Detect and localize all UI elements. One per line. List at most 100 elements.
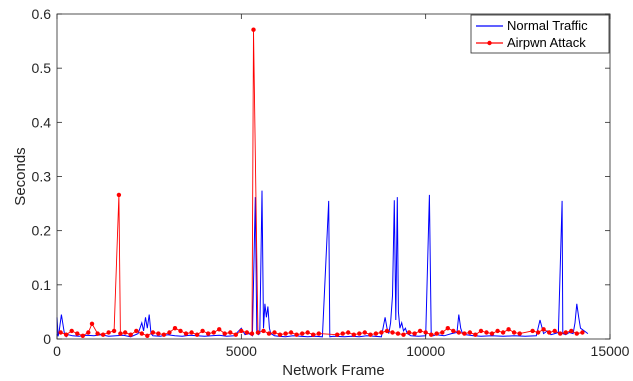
data-point bbox=[261, 328, 266, 334]
x-tick-label: 0 bbox=[53, 343, 61, 359]
data-point bbox=[69, 328, 74, 334]
data-point bbox=[150, 330, 156, 335]
y-tick-label: 0.1 bbox=[32, 277, 52, 293]
data-point bbox=[145, 333, 150, 338]
data-point bbox=[123, 330, 128, 335]
data-point bbox=[412, 331, 417, 336]
data-point bbox=[300, 331, 305, 336]
data-point bbox=[277, 332, 283, 337]
data-point bbox=[200, 328, 205, 334]
legend-marker-airpwn-attack bbox=[487, 40, 492, 46]
data-point bbox=[417, 328, 423, 334]
data-point bbox=[541, 327, 546, 332]
y-tick-label: 0.3 bbox=[32, 169, 52, 185]
data-point bbox=[161, 332, 167, 337]
data-point bbox=[500, 330, 506, 335]
data-point bbox=[373, 331, 379, 336]
data-point bbox=[172, 326, 178, 331]
data-point bbox=[206, 331, 211, 336]
data-point bbox=[390, 330, 395, 335]
data-point bbox=[95, 331, 100, 336]
data-point bbox=[183, 331, 189, 336]
data-point bbox=[139, 331, 144, 336]
data-point bbox=[434, 331, 439, 336]
y-tick-label: 0.6 bbox=[32, 6, 52, 22]
data-point bbox=[128, 332, 133, 337]
data-point bbox=[255, 330, 261, 335]
y-tick-label: 0.5 bbox=[32, 60, 52, 76]
data-point bbox=[239, 328, 244, 334]
x-tick-label: 10000 bbox=[406, 343, 445, 359]
data-point bbox=[316, 331, 321, 336]
data-point bbox=[249, 331, 255, 336]
data-point bbox=[335, 332, 340, 337]
data-point bbox=[80, 333, 86, 338]
x-tick-label: 5000 bbox=[226, 343, 257, 359]
data-point bbox=[368, 332, 373, 337]
data-point bbox=[563, 330, 568, 335]
data-point bbox=[401, 332, 406, 337]
data-point bbox=[266, 331, 272, 336]
legend: Normal Traffic Airpwn Attack bbox=[470, 14, 610, 54]
data-point bbox=[194, 332, 200, 337]
data-point bbox=[511, 330, 517, 335]
data-point bbox=[484, 330, 489, 335]
series-line-airpwn-attack bbox=[60, 29, 583, 337]
data-point bbox=[106, 330, 111, 335]
data-point bbox=[86, 330, 91, 335]
data-point bbox=[379, 330, 384, 335]
data-point bbox=[58, 330, 63, 335]
data-point bbox=[351, 332, 356, 337]
y-tick-label: 0.4 bbox=[32, 114, 52, 130]
y-tick-label: 0 bbox=[43, 331, 51, 347]
data-point bbox=[495, 328, 500, 334]
data-point bbox=[517, 331, 522, 336]
legend-box bbox=[470, 14, 610, 54]
data-point bbox=[451, 328, 456, 334]
data-point bbox=[272, 330, 277, 335]
data-point bbox=[558, 331, 563, 336]
data-point bbox=[228, 330, 233, 335]
data-point bbox=[217, 327, 222, 332]
data-point bbox=[489, 331, 495, 336]
data-point bbox=[357, 331, 362, 336]
x-axis-label: Network Frame bbox=[282, 362, 385, 379]
data-point bbox=[547, 330, 552, 335]
data-point bbox=[580, 330, 585, 335]
data-point bbox=[134, 328, 139, 334]
data-point bbox=[178, 328, 183, 334]
data-point bbox=[156, 331, 161, 336]
data-point bbox=[63, 332, 69, 337]
data-point bbox=[251, 27, 256, 32]
data-point bbox=[395, 331, 401, 336]
data-point bbox=[222, 331, 227, 336]
legend-label-normal-traffic: Normal Traffic bbox=[507, 18, 588, 33]
data-point bbox=[406, 330, 412, 335]
data-point bbox=[340, 331, 345, 336]
series-line-normal-traffic bbox=[56, 190, 589, 338]
axes: 0 5000 10000 15000 0 0.1 0.2 0.3 0.4 0.5 0.6 bbox=[32, 6, 630, 359]
data-point bbox=[440, 330, 445, 335]
data-point bbox=[429, 332, 434, 337]
data-point bbox=[211, 330, 216, 335]
data-point bbox=[530, 328, 535, 334]
data-point bbox=[244, 330, 250, 335]
plot-area bbox=[56, 13, 611, 340]
data-point bbox=[311, 332, 316, 337]
data-point bbox=[116, 192, 122, 198]
data-point bbox=[535, 330, 541, 335]
series-layer bbox=[56, 27, 589, 338]
data-point bbox=[189, 330, 194, 335]
data-point bbox=[305, 330, 310, 335]
legend-label-airpwn-attack: Airpwn Attack bbox=[507, 35, 586, 50]
plot-background bbox=[57, 14, 610, 339]
data-point bbox=[75, 331, 80, 336]
data-point bbox=[384, 328, 390, 334]
data-point bbox=[167, 330, 172, 335]
data-point bbox=[100, 332, 106, 337]
y-tick-label: 0.2 bbox=[32, 223, 52, 239]
y-axis-label: Seconds bbox=[12, 147, 29, 205]
data-point bbox=[294, 332, 299, 337]
data-point bbox=[288, 330, 294, 335]
